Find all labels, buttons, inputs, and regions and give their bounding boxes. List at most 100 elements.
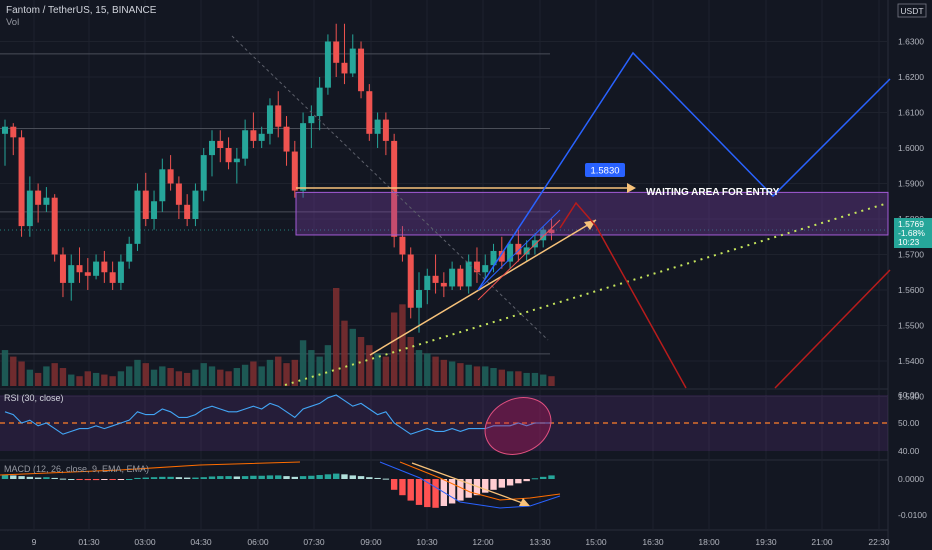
candle-body — [126, 243, 133, 262]
macd-histogram-bar — [59, 478, 67, 480]
volume-bar — [192, 369, 199, 386]
volume-bar — [506, 371, 514, 386]
candle-body — [316, 87, 323, 117]
macd-histogram-bar — [233, 476, 241, 479]
volume-bar — [167, 368, 174, 386]
candle-body — [101, 261, 108, 273]
volume-bar — [217, 369, 224, 386]
volume-bar — [200, 363, 207, 386]
price-tick-label: 1.5400 — [898, 356, 924, 366]
macd-histogram-bar — [432, 479, 439, 508]
volume-bar — [390, 312, 398, 386]
candle-body — [399, 236, 406, 255]
horizontal-levels — [0, 53, 888, 355]
price-tick-label: 1.5600 — [898, 285, 924, 295]
volume-bar — [374, 353, 381, 386]
volume-bar — [101, 374, 108, 386]
volume-bar — [341, 320, 348, 386]
macd-histogram-bar — [1, 474, 9, 479]
last-price-change: -1.68% — [898, 228, 925, 238]
candle-body — [548, 229, 555, 234]
candle-body — [449, 268, 456, 287]
volume-bar — [473, 366, 481, 386]
channel-line — [477, 219, 561, 301]
candle-body — [51, 197, 58, 255]
macd-histogram-bar — [448, 479, 456, 504]
volume-bar — [233, 368, 241, 386]
candle-body — [507, 243, 514, 262]
signal-line — [0, 461, 301, 476]
target-label-box[interactable]: 1.5830 — [585, 163, 625, 177]
volume-bar — [150, 369, 158, 386]
volume-bar — [457, 363, 464, 386]
candle-body — [515, 243, 522, 255]
volume-bar — [159, 366, 166, 386]
time-tick-label: 10:30 — [416, 537, 438, 547]
volume-bar — [84, 371, 91, 386]
candle-body — [167, 169, 174, 184]
macd-histogram-bar — [101, 479, 108, 480]
candle-body — [275, 105, 282, 127]
candle-body — [266, 105, 273, 134]
last-price: 1.5769 — [898, 219, 924, 229]
volume-bar — [142, 363, 149, 386]
signal-line — [399, 461, 561, 501]
macd-histogram-bar — [84, 479, 91, 481]
volume-bar — [175, 371, 183, 386]
time-tick-label: 15:00 — [585, 537, 607, 547]
candle-body — [465, 261, 472, 287]
currency-box: USDT — [897, 3, 927, 18]
macd-histogram-bar — [192, 477, 199, 479]
candle-body — [457, 268, 464, 287]
time-tick-label: 21:00 — [811, 537, 833, 547]
macd-histogram-bar — [208, 476, 216, 479]
candle-body — [349, 48, 356, 74]
candle-body — [341, 62, 348, 74]
macd-histogram-bar — [43, 477, 50, 479]
candle-body — [84, 272, 91, 276]
volume-bar — [76, 376, 83, 386]
candle-body — [258, 133, 265, 141]
macd-histogram-bar — [531, 478, 539, 480]
candle-body — [200, 155, 207, 191]
macd-arrow — [411, 462, 529, 506]
time-tick-label: 09:00 — [360, 537, 382, 547]
macd-histogram-bar — [275, 475, 282, 479]
macd-histogram-bar — [183, 477, 191, 479]
macd-histogram-bar — [126, 479, 133, 480]
macd-histogram-bar — [175, 477, 183, 479]
macd-histogram-bar — [390, 479, 398, 490]
candle-body — [117, 261, 124, 283]
macd-histogram-bar — [18, 476, 25, 479]
price-tick-label: 1.6200 — [898, 72, 924, 82]
last-price-tag: 1.5769 -1.68% 10:23 — [894, 218, 932, 249]
volume-bar — [424, 353, 431, 386]
rsi-pane — [0, 394, 888, 455]
volume-bar — [258, 366, 265, 386]
candle-body — [109, 272, 116, 283]
rsi-tick-label: 40.00 — [898, 446, 920, 456]
macd-histogram-bar — [333, 473, 340, 479]
volume-bar — [208, 366, 216, 386]
candle-body — [432, 275, 439, 283]
candle-body — [382, 119, 389, 141]
macd-histogram-bar — [374, 477, 381, 479]
macd-histogram-bar — [366, 477, 373, 479]
candle-body — [225, 148, 232, 163]
candle-body — [233, 158, 240, 163]
price-tick-label: 1.6300 — [898, 37, 924, 47]
rsi-highlight — [484, 397, 552, 455]
macd-histogram-bar — [399, 479, 406, 496]
target-price-label: 1.5830 — [590, 166, 619, 177]
volume-bar — [18, 361, 25, 386]
candle-body — [308, 116, 315, 124]
macd-histogram-bar — [515, 479, 522, 484]
volume-label: Vol — [6, 17, 19, 28]
candle-body — [10, 126, 17, 138]
volume-bar — [399, 304, 406, 386]
volume-bar — [250, 361, 257, 386]
candle-body — [250, 130, 257, 141]
volume-bar — [448, 361, 456, 386]
macd-histogram-bar — [349, 475, 356, 479]
